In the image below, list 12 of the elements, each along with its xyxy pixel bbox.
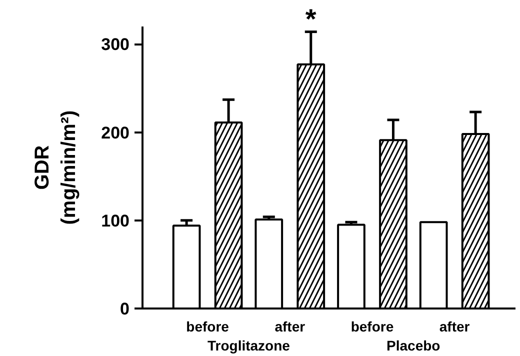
y-tick-label: 200	[101, 123, 130, 142]
y-tick-label: 300	[101, 35, 130, 54]
text: Placebo	[386, 338, 440, 354]
x-tick-label: after	[274, 318, 306, 334]
y-tick-label: 100	[101, 211, 130, 230]
x-tick-label: before	[186, 318, 230, 334]
x-tick-label: before	[350, 318, 394, 334]
text: Troglitazone	[207, 338, 290, 354]
x-tick-label: after	[439, 318, 470, 334]
y-axis-title: GDR (mg/min/m²)	[32, 110, 80, 225]
y-tick-label: 0	[120, 300, 130, 318]
annotation: *	[305, 4, 316, 34]
